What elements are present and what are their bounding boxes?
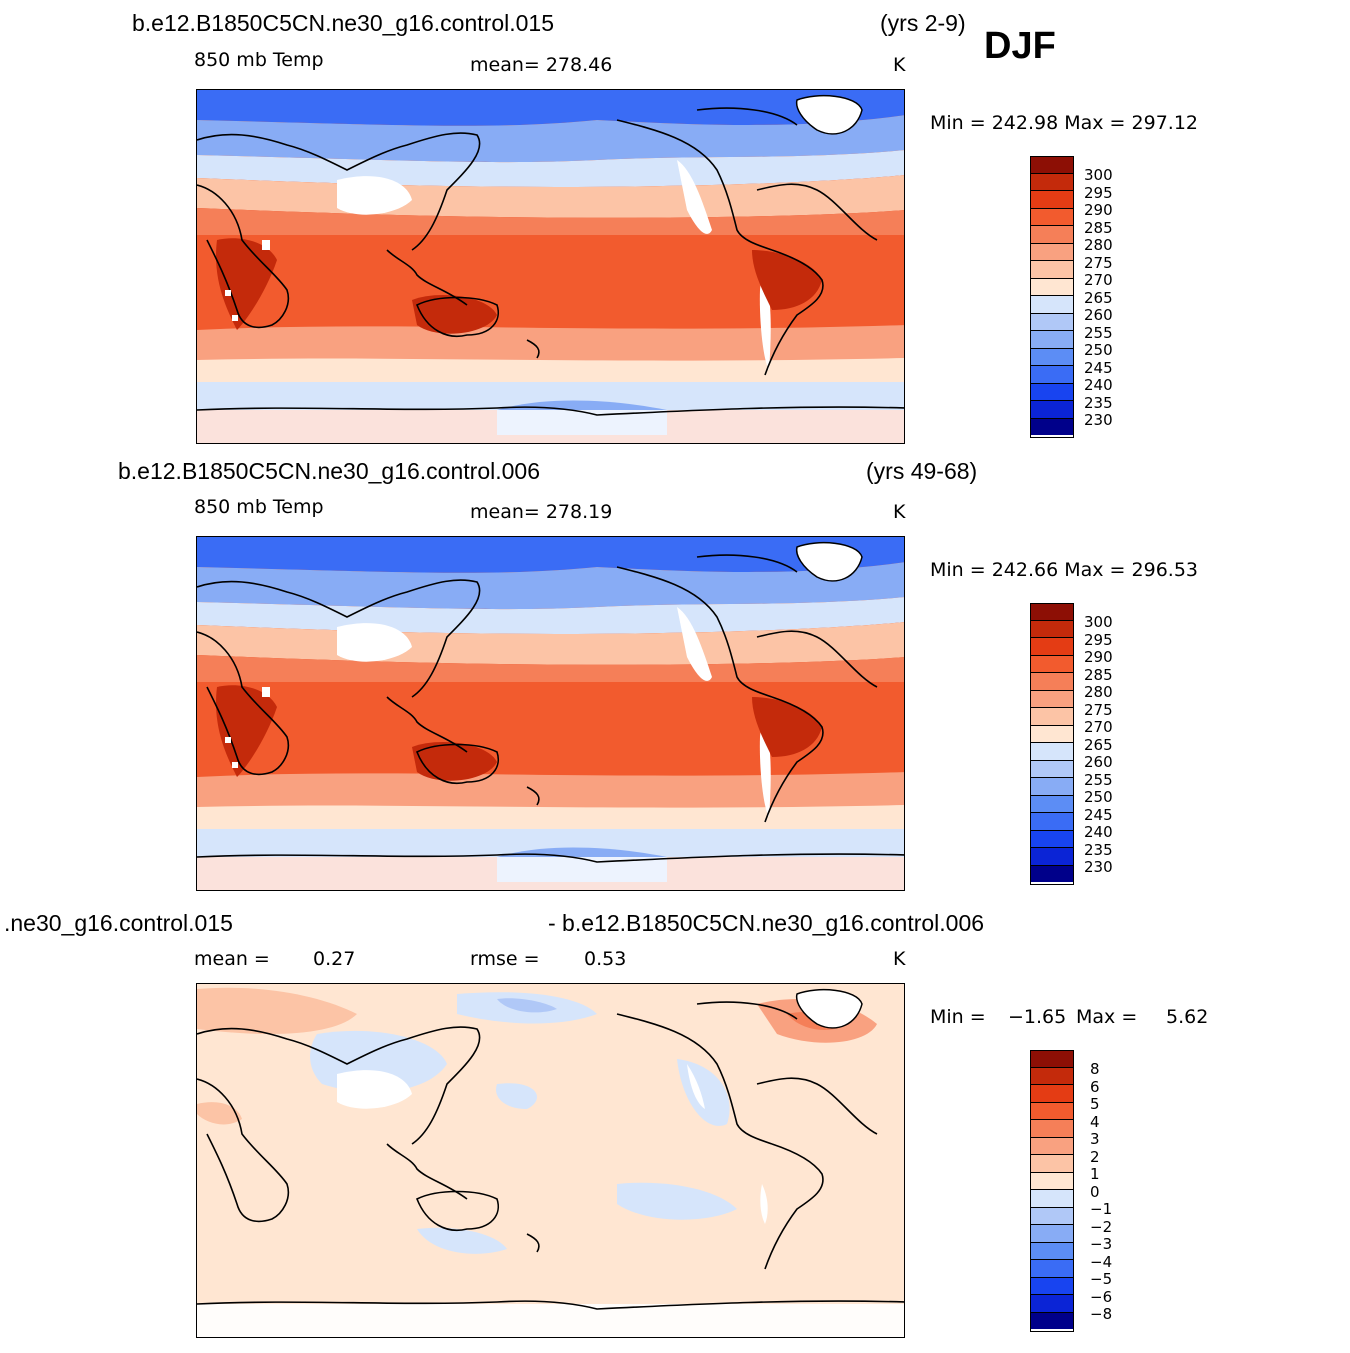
cbar2-label: 280 bbox=[1084, 683, 1113, 701]
cbar2-label: 245 bbox=[1084, 805, 1113, 824]
cbar2-label: 260 bbox=[1084, 753, 1113, 771]
cbar3-label: −2 bbox=[1090, 1217, 1113, 1236]
cbar3-label: −8 bbox=[1090, 1305, 1113, 1323]
cbar1-label: 290 bbox=[1084, 201, 1113, 219]
panel1-minmax: Min = 242.98 Max = 297.12 bbox=[930, 112, 1198, 134]
season-label: DJF bbox=[984, 25, 1056, 67]
cbar1-label: 280 bbox=[1084, 236, 1113, 254]
cbar3-label: −1 bbox=[1090, 1200, 1113, 1218]
panel2-case-title: b.e12.B1850C5CN.ne30_g16.control.006 bbox=[118, 458, 540, 484]
panel3-units: K bbox=[893, 948, 906, 970]
cbar1-label: 255 bbox=[1084, 323, 1113, 342]
panel3-diff-field bbox=[197, 984, 904, 1337]
cbar1-label: 250 bbox=[1084, 341, 1113, 359]
cbar2-label: 290 bbox=[1084, 648, 1113, 666]
cbar1-label: 295 bbox=[1084, 183, 1113, 202]
panel3-mean-value: 0.27 bbox=[313, 948, 356, 970]
cbar3-label: 5 bbox=[1090, 1095, 1100, 1113]
cbar2-label: 265 bbox=[1084, 735, 1113, 754]
cbar2-label: 275 bbox=[1084, 700, 1113, 719]
cbar1-label: 275 bbox=[1084, 253, 1113, 272]
panel3-case-left: .ne30_g16.control.015 bbox=[4, 910, 233, 936]
panel2-colorbar bbox=[1030, 603, 1074, 885]
panel3-mean-label: mean = bbox=[194, 948, 270, 970]
cbar3-label: 0 bbox=[1090, 1182, 1100, 1201]
cbar1-label: 235 bbox=[1084, 393, 1113, 412]
cbar1-label: 245 bbox=[1084, 358, 1113, 377]
cbar2-label: 285 bbox=[1084, 665, 1113, 684]
panel1-variable: 850 mb Temp bbox=[194, 49, 324, 71]
panel1-colorbar bbox=[1030, 156, 1074, 438]
panel3-map bbox=[196, 983, 905, 1338]
cbar3-label: −5 bbox=[1090, 1270, 1113, 1288]
cbar3-label: −4 bbox=[1090, 1252, 1113, 1271]
cbar1-label: 265 bbox=[1084, 288, 1113, 307]
cbar3-label: −6 bbox=[1090, 1287, 1113, 1306]
cbar3-label: 4 bbox=[1090, 1112, 1100, 1131]
panel3-min-label: Min = bbox=[930, 1006, 986, 1028]
panel2-temp-field bbox=[197, 537, 904, 890]
panel1-temp-field bbox=[197, 90, 904, 443]
panel3-colorbar bbox=[1030, 1050, 1074, 1332]
cbar2-label: 295 bbox=[1084, 630, 1113, 649]
cbar2-label: 270 bbox=[1084, 718, 1113, 736]
cbar1-label: 270 bbox=[1084, 271, 1113, 289]
cbar1-label: 230 bbox=[1084, 411, 1113, 429]
panel1-units: K bbox=[893, 54, 906, 76]
panel3-case-right: - b.e12.B1850C5CN.ne30_g16.control.006 bbox=[548, 910, 985, 936]
cbar3-label: 8 bbox=[1090, 1060, 1100, 1078]
cbar2-label: 250 bbox=[1084, 788, 1113, 806]
panel3-rmse-label: rmse = bbox=[470, 948, 540, 970]
panel1-case-title: b.e12.B1850C5CN.ne30_g16.control.015 bbox=[132, 10, 554, 36]
panel3-max-label: Max = bbox=[1076, 1006, 1138, 1028]
cbar3-label: −3 bbox=[1090, 1235, 1113, 1253]
cbar1-label: 260 bbox=[1084, 306, 1113, 324]
cbar3-label: 1 bbox=[1090, 1165, 1100, 1183]
cbar2-label: 255 bbox=[1084, 770, 1113, 789]
cbar3-label: 6 bbox=[1090, 1077, 1100, 1096]
cbar2-label: 230 bbox=[1084, 858, 1113, 876]
cbar3-label: 3 bbox=[1090, 1130, 1100, 1148]
cbar1-label: 240 bbox=[1084, 376, 1113, 394]
panel3-rmse-value: 0.53 bbox=[584, 948, 627, 970]
cbar2-label: 300 bbox=[1084, 613, 1113, 631]
panel1-mean: mean= 278.46 bbox=[470, 54, 613, 76]
panel2-minmax: Min = 242.66 Max = 296.53 bbox=[930, 559, 1198, 581]
cbar3-label: 2 bbox=[1090, 1147, 1100, 1166]
panel2-map bbox=[196, 536, 905, 891]
cbar1-label: 285 bbox=[1084, 218, 1113, 237]
panel2-variable: 850 mb Temp bbox=[194, 496, 324, 518]
panel2-mean: mean= 278.19 bbox=[470, 501, 613, 523]
panel3-min-value: −1.65 bbox=[1008, 1006, 1067, 1028]
cbar2-label: 235 bbox=[1084, 840, 1113, 859]
panel3-max-value: 5.62 bbox=[1166, 1006, 1209, 1028]
cbar2-label: 240 bbox=[1084, 823, 1113, 841]
cbar1-label: 300 bbox=[1084, 166, 1113, 184]
panel1-years: (yrs 2-9) bbox=[880, 10, 966, 36]
panel2-years: (yrs 49-68) bbox=[866, 458, 978, 484]
panel2-units: K bbox=[893, 501, 906, 523]
panel1-map bbox=[196, 89, 905, 444]
